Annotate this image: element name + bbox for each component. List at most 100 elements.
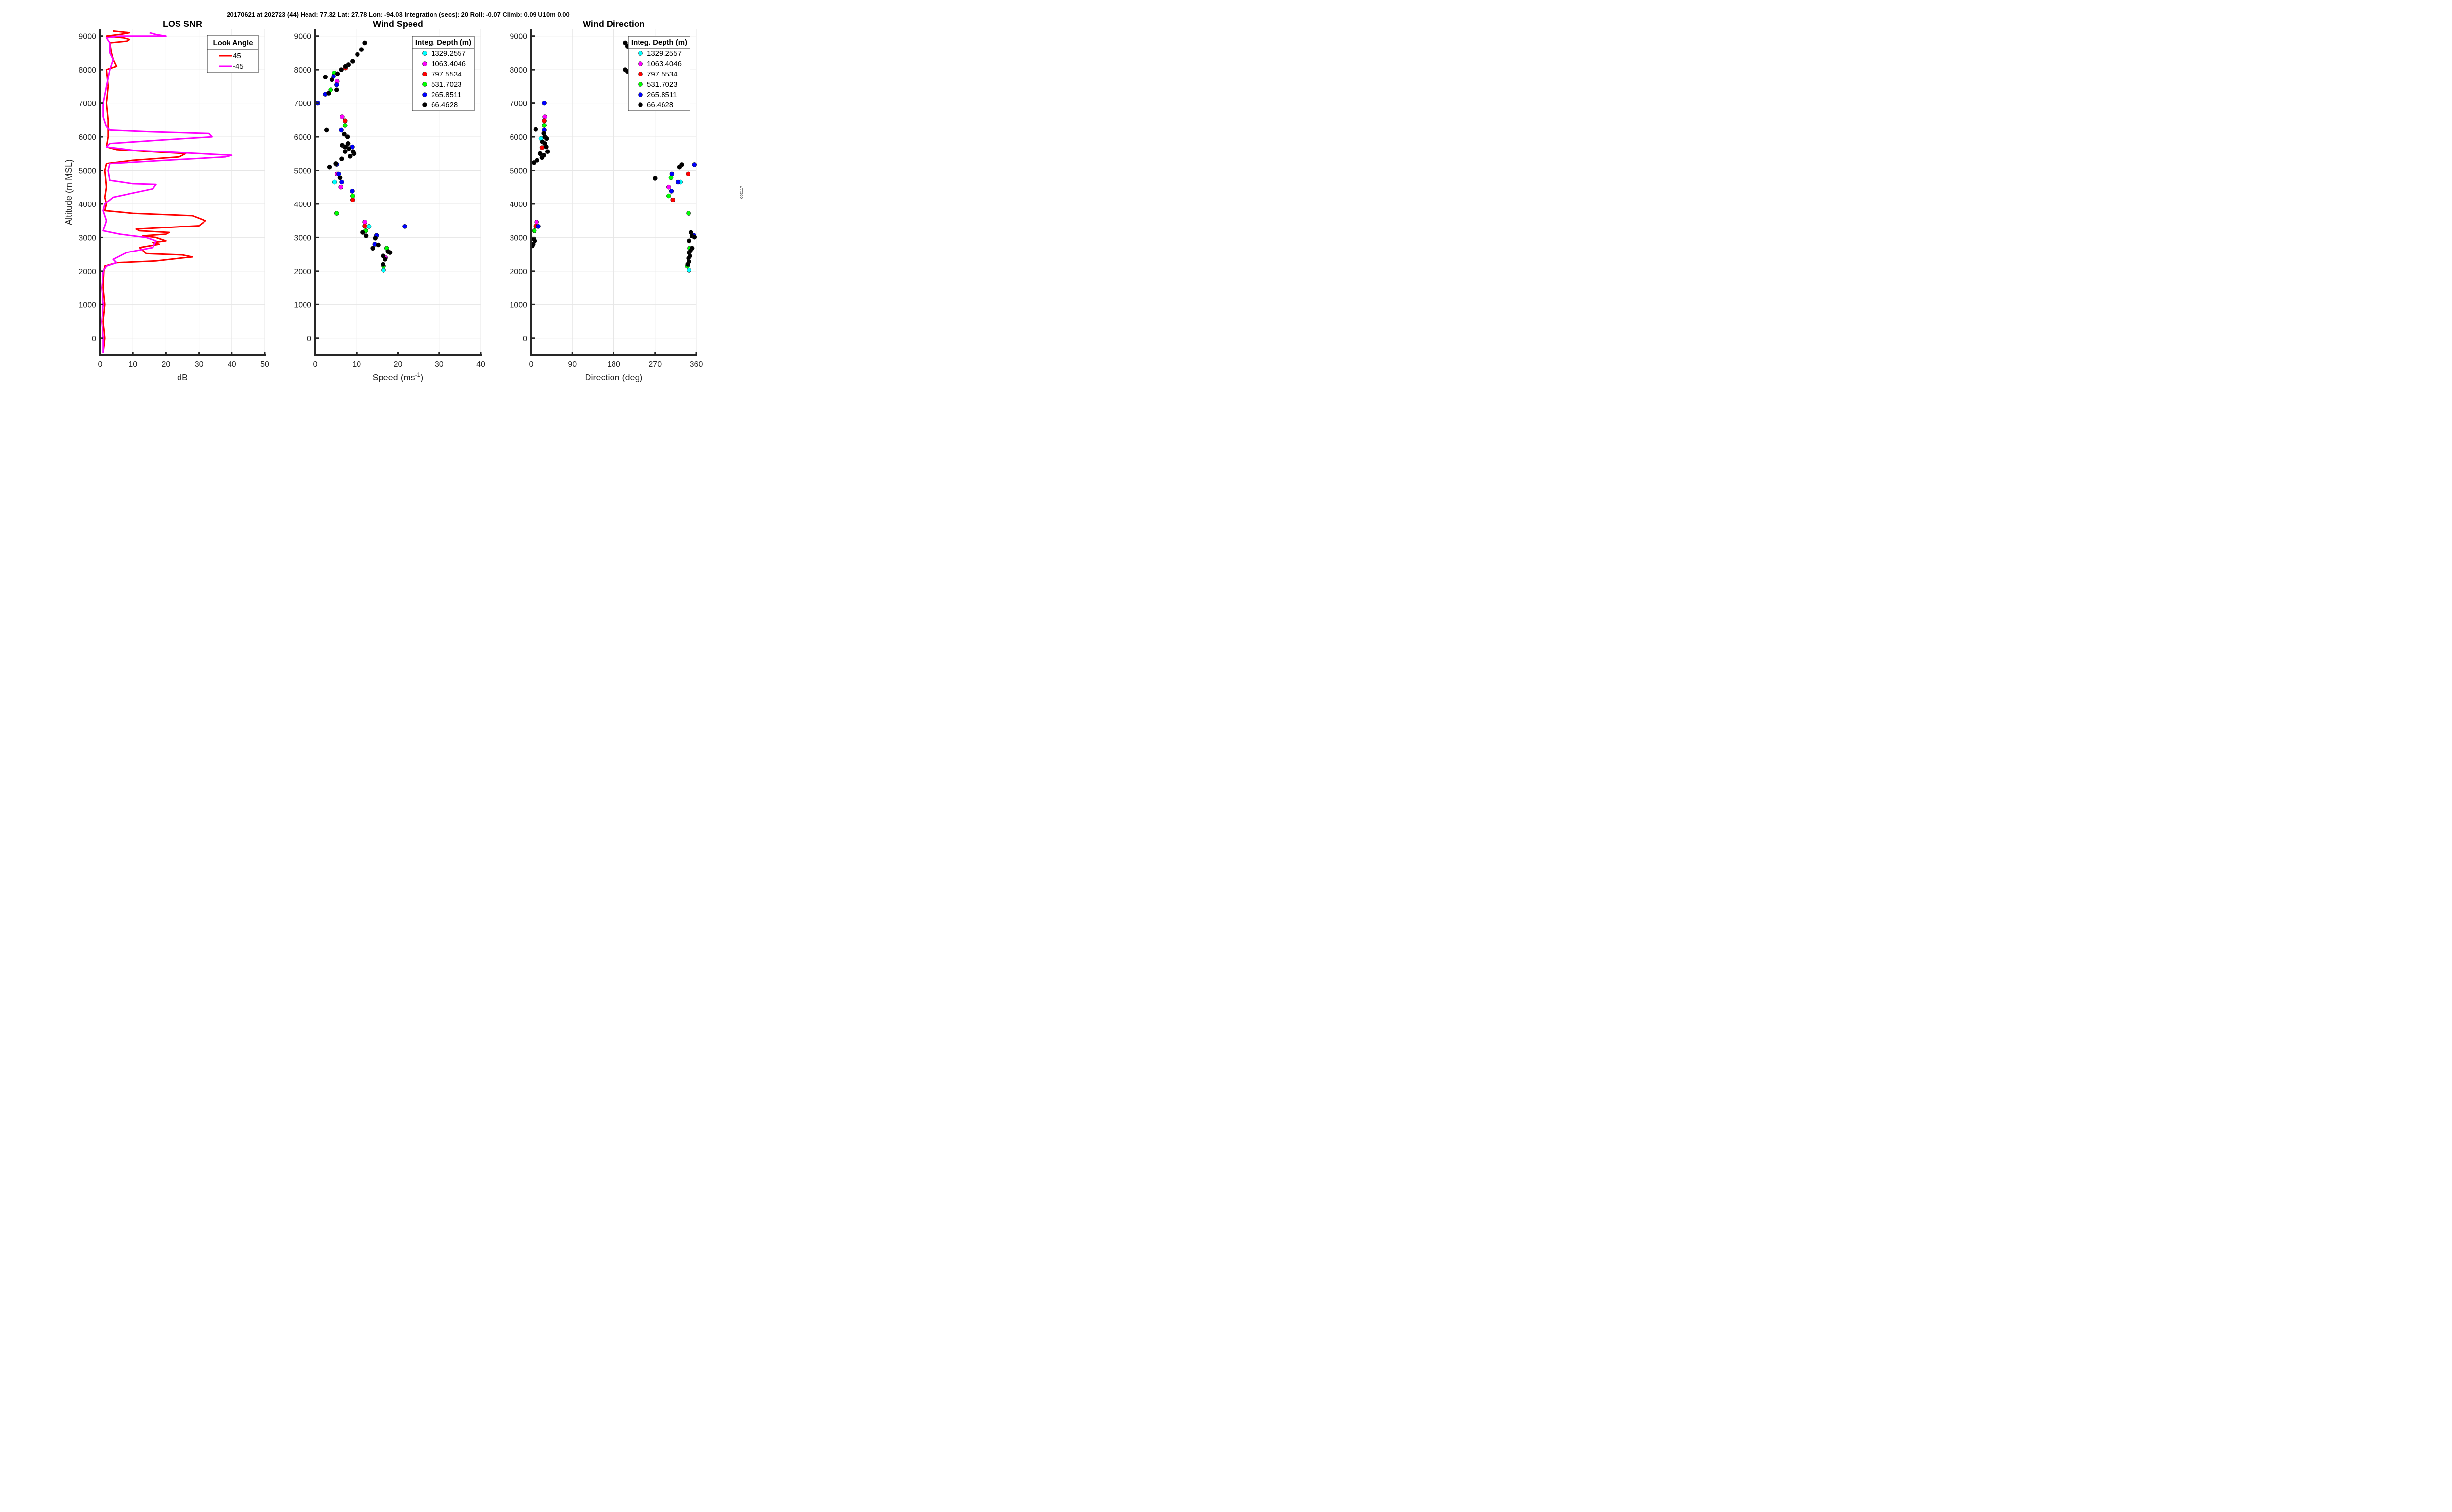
data-point (668, 175, 674, 180)
figure-header: 20170621 at 202723 (44) Head: 77.32 Lat:… (227, 11, 569, 18)
data-point (343, 144, 348, 150)
data-point (345, 141, 351, 146)
data-point (686, 171, 690, 176)
data-point (323, 75, 328, 79)
figure-svg: 20170621 at 202723 (44) Head: 77.32 Lat:… (64, 11, 744, 382)
data-point (542, 114, 547, 119)
data-point (342, 118, 348, 123)
series-line (101, 32, 233, 353)
data-point (669, 189, 674, 194)
data-point (675, 179, 681, 185)
legend-swatch (422, 61, 427, 66)
x-tick-label: 360 (690, 360, 703, 369)
data-point (342, 123, 348, 128)
y-tick-label: 8000 (510, 66, 527, 75)
data-point (334, 211, 339, 216)
legend-swatch (422, 82, 427, 87)
data-point (402, 224, 407, 229)
data-point (533, 127, 538, 132)
x-axis-label: Speed (ms-1) (373, 371, 424, 382)
legend-swatch (638, 72, 643, 76)
y-tick-label: 4000 (294, 201, 311, 209)
data-point (334, 82, 339, 87)
x-tick-label: 90 (568, 360, 577, 369)
y-tick-label: 0 (92, 335, 96, 343)
y-tick-label: 9000 (294, 33, 311, 41)
data-point (333, 161, 338, 166)
x-tick-label: 0 (313, 360, 318, 369)
legend-swatch (422, 92, 427, 97)
data-point (544, 144, 549, 150)
y-tick-label: 7000 (78, 100, 96, 108)
y-tick-label: 6000 (510, 133, 527, 142)
data-point (342, 149, 348, 154)
x-tick-label: 50 (260, 360, 269, 369)
data-point (360, 230, 365, 235)
data-point (359, 47, 364, 52)
y-tick-label: 2000 (510, 268, 527, 276)
y-tick-label: 5000 (294, 167, 311, 176)
y-tick-label: 4000 (78, 201, 96, 209)
data-point (536, 224, 541, 229)
data-point (692, 162, 697, 167)
legend-swatch (422, 102, 427, 107)
data-point (534, 220, 539, 225)
y-tick-label: 4000 (510, 201, 527, 209)
data-point (542, 101, 547, 106)
y-tick-label: 5000 (78, 167, 96, 176)
data-point (542, 123, 547, 128)
data-point (544, 136, 549, 141)
data-point (350, 189, 355, 194)
data-point (687, 267, 691, 273)
x-axis-label: dB (177, 373, 188, 382)
data-point (339, 127, 344, 133)
x-tick-label: 30 (195, 360, 204, 369)
data-point (653, 176, 658, 181)
data-point (362, 40, 367, 46)
legend-entry: 66.4628 (647, 101, 673, 109)
legend-swatch (638, 61, 643, 66)
data-point (381, 267, 386, 273)
data-point (332, 179, 337, 185)
data-point (669, 171, 675, 176)
data-point (687, 238, 691, 244)
legend-entry: 265.8511 (431, 91, 461, 99)
y-tick-label: 6000 (294, 133, 311, 142)
data-point (686, 211, 691, 216)
y-tick-label: 2000 (78, 268, 96, 276)
legend-title: Integ. Depth (m) (415, 38, 471, 47)
y-tick-label: 9000 (510, 33, 527, 41)
legend-entry: 531.7023 (647, 80, 678, 89)
data-point (666, 193, 671, 199)
panel-title: LOS SNR (163, 19, 202, 29)
data-point (532, 228, 537, 233)
data-point (338, 184, 344, 190)
data-point (531, 160, 536, 165)
x-tick-label: 20 (394, 360, 403, 369)
data-point (532, 238, 537, 244)
data-point (345, 134, 350, 139)
legend-swatch (422, 72, 427, 76)
data-point (350, 59, 355, 64)
x-tick-label: 10 (128, 360, 137, 369)
data-point (350, 197, 355, 202)
data-point (336, 171, 341, 176)
legend-entry: 1329.2557 (431, 50, 466, 58)
legend-swatch (638, 92, 643, 97)
y-tick-label: 0 (523, 335, 527, 343)
x-tick-label: 20 (162, 360, 171, 369)
y-tick-label: 3000 (510, 234, 527, 242)
panel-title: Wind Speed (373, 19, 423, 29)
data-point (328, 87, 333, 92)
legend-swatch (422, 51, 427, 56)
data-point (688, 248, 693, 253)
y-tick-label: 7000 (294, 100, 311, 108)
x-tick-label: 0 (98, 360, 102, 369)
data-point (362, 224, 367, 228)
data-point (381, 262, 386, 267)
data-point (362, 220, 367, 225)
data-point (692, 234, 697, 240)
legend-entry: 265.8511 (647, 91, 677, 99)
data-point (335, 71, 340, 76)
panel-1: 9000 8000 7000 6000 5000 4000 3000 2000 1000 0 0 10… (78, 19, 269, 382)
